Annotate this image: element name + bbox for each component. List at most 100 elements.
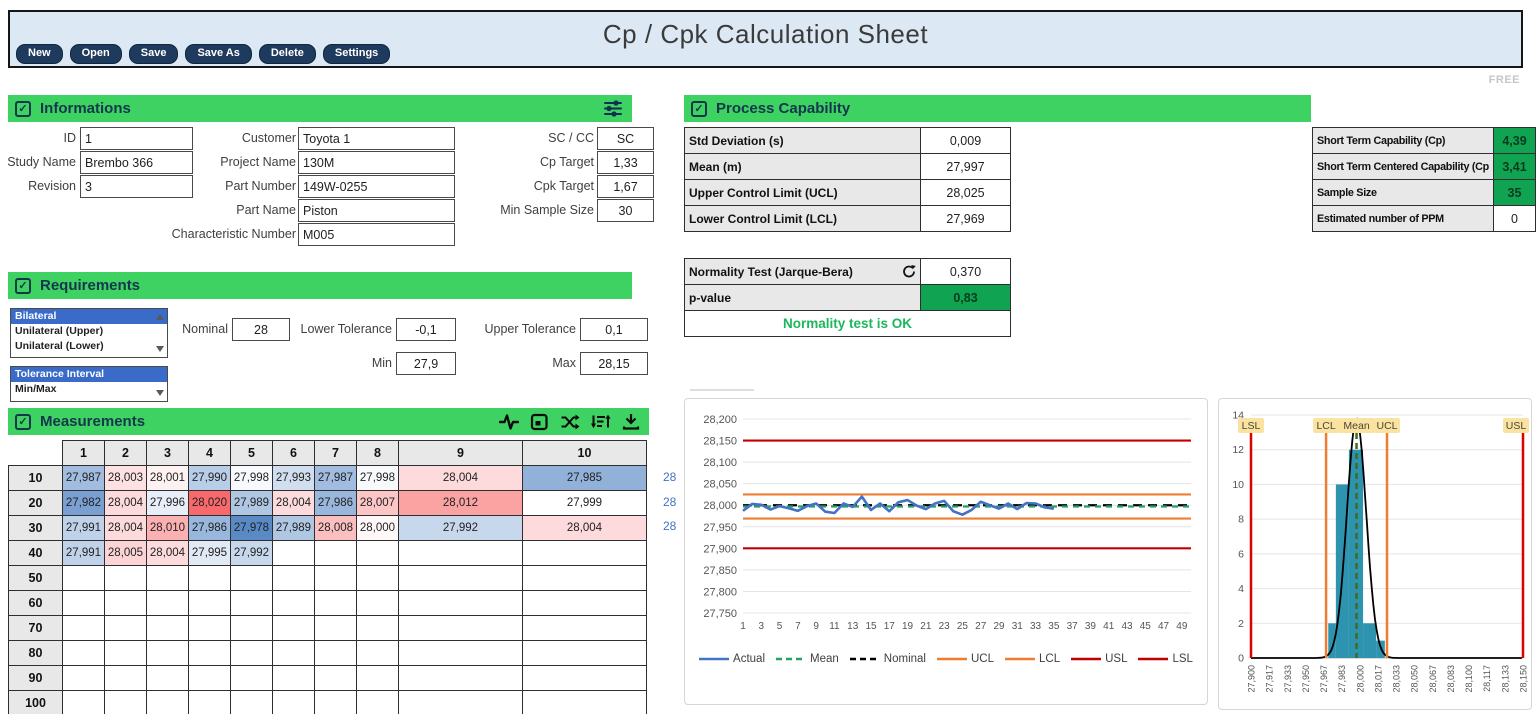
tolerance-mode-listbox[interactable]: Bilateral Unilateral (Upper) Unilateral (L… [10, 308, 168, 358]
measurement-cell[interactable] [146, 640, 189, 666]
measurement-cell[interactable]: 28,004 [146, 540, 189, 566]
measurement-cell[interactable] [62, 690, 105, 714]
measurement-cell[interactable] [146, 565, 189, 591]
measurement-cell[interactable] [398, 540, 523, 566]
measurement-cell[interactable] [314, 540, 357, 566]
refresh-icon[interactable] [902, 265, 916, 278]
measurement-cell[interactable]: 27,992 [398, 515, 523, 541]
measurement-cell[interactable]: 28,008 [314, 515, 357, 541]
nominal-field[interactable] [232, 318, 290, 341]
measurement-cell[interactable] [146, 590, 189, 616]
measurement-cell[interactable] [146, 665, 189, 691]
measurement-cell[interactable] [398, 565, 523, 591]
activity-icon[interactable] [499, 413, 519, 431]
measurement-cell[interactable]: 27,982 [62, 490, 105, 516]
measurement-cell[interactable]: 27,987 [62, 465, 105, 491]
measurement-cell[interactable]: 27,992 [230, 540, 273, 566]
max-field[interactable] [580, 352, 648, 375]
process-capability-checkbox[interactable]: ✓ [691, 100, 707, 117]
measurement-cell[interactable]: 28,001 [146, 465, 189, 491]
measurement-cell[interactable] [314, 690, 357, 714]
measurement-cell[interactable] [104, 590, 147, 616]
measurement-cell[interactable]: 28,004 [104, 515, 147, 541]
tolerance-mode-option[interactable]: Unilateral (Upper) [15, 324, 104, 337]
requirements-checkbox[interactable]: ✓ [15, 277, 31, 294]
delete-button[interactable]: Delete [258, 44, 316, 64]
measurement-cell[interactable]: 27,978 [230, 515, 273, 541]
tolerance-mode-option[interactable]: Bilateral [11, 309, 167, 324]
measurement-cell[interactable]: 27,998 [230, 465, 273, 491]
characteristic-number-field[interactable] [298, 223, 455, 246]
measurement-cell[interactable] [522, 590, 647, 616]
measurement-cell[interactable] [272, 565, 315, 591]
measurement-cell[interactable]: 28,000 [356, 515, 399, 541]
save-button[interactable]: Save [128, 44, 179, 64]
measurement-cell[interactable]: 28,004 [522, 515, 647, 541]
measurement-cell[interactable] [230, 665, 273, 691]
measurement-cell[interactable]: 27,991 [62, 540, 105, 566]
measurement-cell[interactable] [62, 590, 105, 616]
measurement-cell[interactable]: 27,998 [356, 465, 399, 491]
measurement-cell[interactable] [522, 565, 647, 591]
measurement-cell[interactable] [230, 640, 273, 666]
measurement-cell[interactable] [356, 665, 399, 691]
measurement-cell[interactable] [62, 615, 105, 641]
measurement-cell[interactable] [104, 690, 147, 714]
measurement-cell[interactable] [356, 565, 399, 591]
measurement-cell[interactable] [522, 690, 647, 714]
measurement-cell[interactable] [188, 565, 231, 591]
measurement-cell[interactable] [356, 615, 399, 641]
measurement-cell[interactable] [398, 640, 523, 666]
measurement-cell[interactable] [398, 690, 523, 714]
project-name-field[interactable] [298, 151, 455, 174]
measurement-cell[interactable] [104, 615, 147, 641]
min-sample-size-field[interactable] [597, 199, 654, 222]
measurement-cell[interactable]: 27,985 [522, 465, 647, 491]
measurement-cell[interactable]: 27,990 [188, 465, 231, 491]
measurement-cell[interactable] [62, 665, 105, 691]
trace-region-icon[interactable] [530, 413, 549, 431]
measurement-cell[interactable]: 27,986 [188, 515, 231, 541]
measurement-cell[interactable] [272, 615, 315, 641]
measurement-cell[interactable] [104, 665, 147, 691]
shuffle-icon[interactable] [560, 414, 580, 430]
measurement-cell[interactable]: 27,996 [146, 490, 189, 516]
sc-cc-field[interactable] [597, 127, 654, 150]
measurement-cell[interactable] [188, 640, 231, 666]
measurement-cell[interactable]: 27,989 [230, 490, 273, 516]
measurement-cell[interactable] [272, 665, 315, 691]
measurements-checkbox[interactable]: ✓ [15, 413, 31, 430]
measurement-cell[interactable] [146, 690, 189, 714]
measurement-cell[interactable] [188, 615, 231, 641]
study-name-field[interactable] [80, 151, 193, 174]
measurement-cell[interactable]: 28,004 [398, 465, 523, 491]
measurement-cell[interactable] [188, 665, 231, 691]
part-number-field[interactable] [298, 175, 455, 198]
open-button[interactable]: Open [69, 44, 122, 64]
interval-mode-option[interactable]: Tolerance Interval [11, 367, 167, 382]
measurement-cell[interactable] [272, 590, 315, 616]
measurement-cell[interactable] [314, 640, 357, 666]
measurement-cell[interactable] [398, 590, 523, 616]
informations-checkbox[interactable]: ✓ [15, 100, 31, 117]
measurement-cell[interactable] [188, 590, 231, 616]
new-button[interactable]: New [16, 44, 63, 64]
measurement-cell[interactable] [314, 590, 357, 616]
measurement-cell[interactable] [272, 540, 315, 566]
measurement-cell[interactable] [522, 640, 647, 666]
measurement-cell[interactable] [62, 640, 105, 666]
measurement-cell[interactable] [314, 565, 357, 591]
upper-tolerance-field[interactable] [580, 318, 648, 341]
measurement-cell[interactable] [230, 565, 273, 591]
min-field[interactable] [396, 352, 456, 375]
lower-tolerance-field[interactable] [396, 318, 456, 341]
measurement-cell[interactable] [230, 615, 273, 641]
measurement-cell[interactable] [356, 690, 399, 714]
interval-mode-option[interactable]: Min/Max [15, 382, 57, 395]
measurement-cell[interactable] [104, 640, 147, 666]
measurement-cell[interactable]: 28,010 [146, 515, 189, 541]
measurement-cell[interactable]: 28,005 [104, 540, 147, 566]
measurement-cell[interactable]: 27,989 [272, 515, 315, 541]
cpk-target-field[interactable] [597, 175, 654, 198]
measurement-cell[interactable] [356, 540, 399, 566]
